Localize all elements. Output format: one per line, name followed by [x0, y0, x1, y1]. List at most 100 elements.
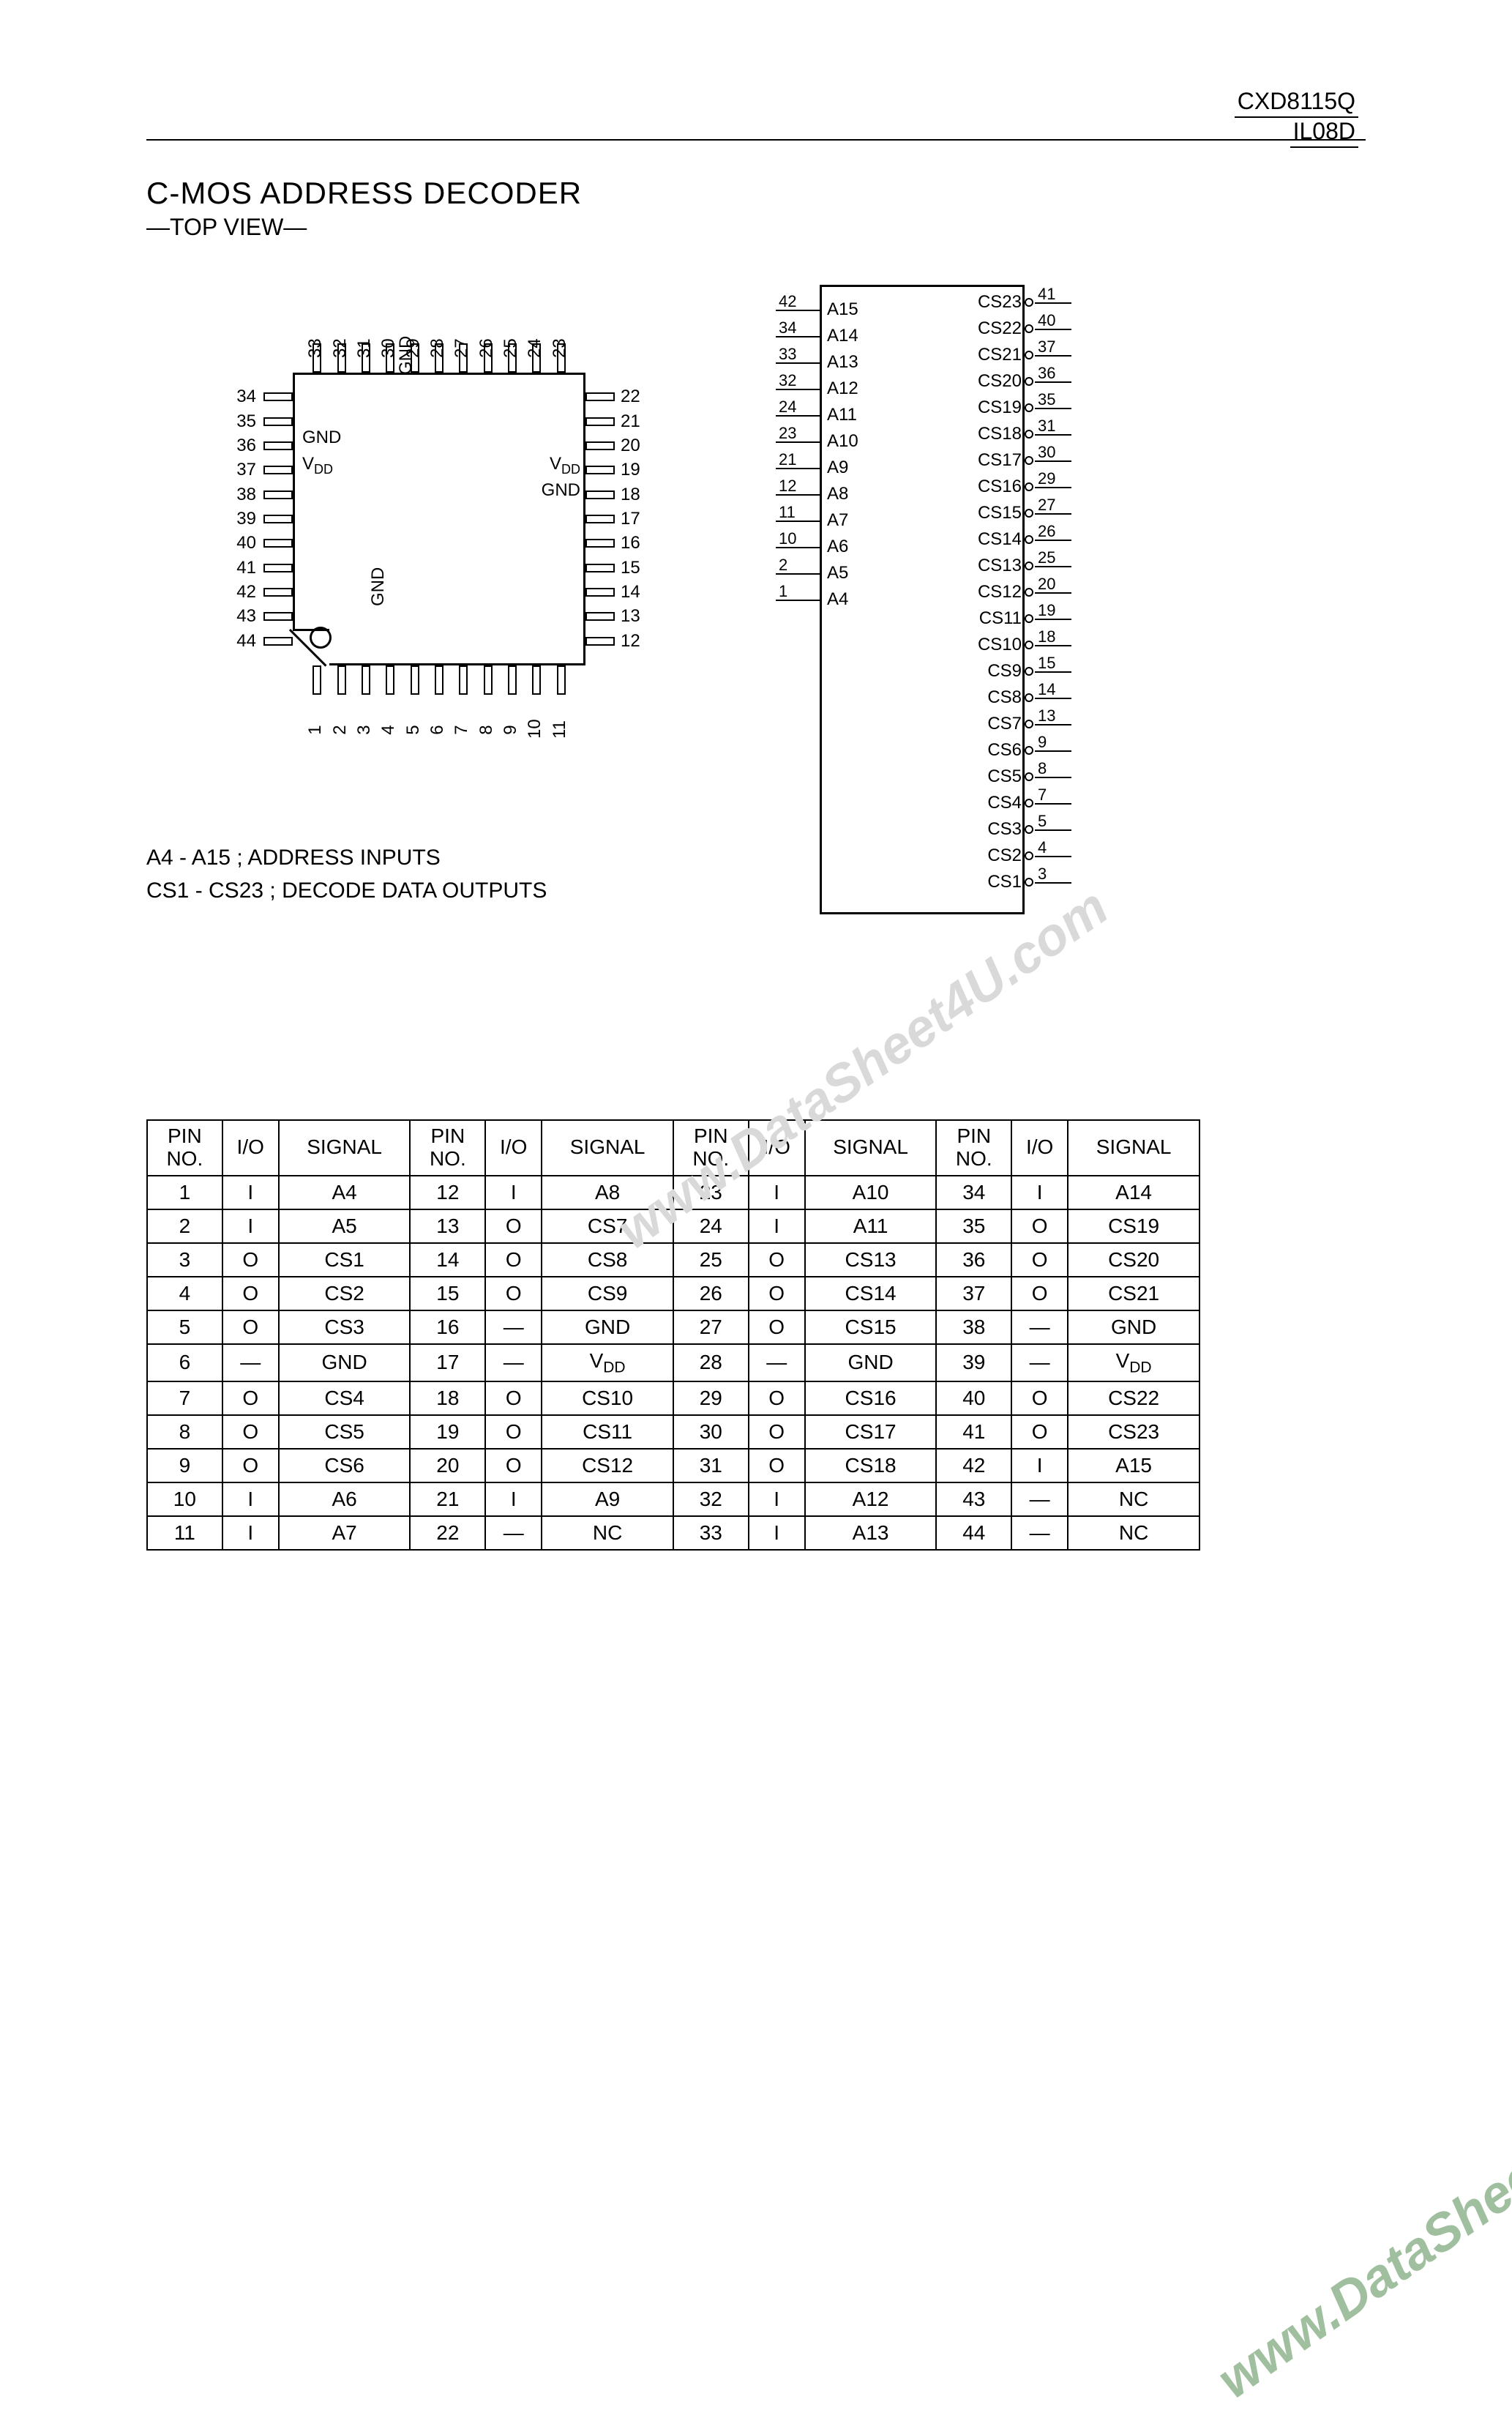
table-cell: CS17 — [805, 1415, 937, 1449]
qfp-pin-number: 30 — [378, 340, 399, 358]
table-cell: 8 — [147, 1415, 222, 1449]
logic-output-row: CS713 — [746, 714, 1127, 734]
logic-pin-number: 9 — [1038, 733, 1047, 752]
signal-legend: A4 - A15 ; ADDRESS INPUTSCS1 - CS23 ; DE… — [146, 841, 547, 907]
qfp-lead — [585, 490, 615, 499]
qfp-pin-number: 27 — [452, 340, 472, 358]
table-cell: I — [222, 1516, 279, 1550]
qfp-pin-number: 15 — [621, 558, 657, 578]
logic-output-row: CS1426 — [746, 529, 1127, 550]
logic-pin-number: 13 — [1038, 706, 1055, 725]
qfp-pin-number: 9 — [501, 721, 521, 739]
table-cell: GND — [279, 1344, 411, 1382]
logic-pin-number: 35 — [1038, 390, 1055, 409]
qfp-lead — [263, 392, 293, 401]
table-cell: 40 — [936, 1381, 1011, 1415]
qfp-pin-number: 33 — [305, 340, 326, 358]
table-cell: I — [749, 1482, 805, 1516]
qfp-lead — [532, 665, 541, 695]
logic-pin-number: 5 — [1038, 812, 1047, 831]
logic-output-row: CS2240 — [746, 318, 1127, 339]
qfp-lead — [263, 466, 293, 474]
table-cell: O — [222, 1381, 279, 1415]
qfp-lead — [411, 665, 419, 695]
qfp-pin-number: 32 — [330, 340, 351, 358]
qfp-pin-number: 21 — [621, 411, 657, 432]
logic-pin-name: CS17 — [966, 450, 1022, 471]
inversion-bubble-icon — [1025, 588, 1033, 597]
table-cell: 23 — [673, 1176, 749, 1209]
qfp-body-label: VDD — [522, 454, 580, 477]
logic-pin-name: CS18 — [966, 424, 1022, 444]
qfp-body-label: VDD — [302, 454, 333, 477]
logic-pin-name: CS14 — [966, 529, 1022, 550]
qfp-pin-number: 39 — [220, 509, 256, 529]
qfp-body-label: GND — [522, 480, 580, 501]
table-header: PINNO. — [147, 1120, 222, 1176]
logic-pin-number: 20 — [1038, 575, 1055, 594]
logic-pin-number: 36 — [1038, 364, 1055, 383]
table-cell: CS8 — [542, 1243, 673, 1277]
table-cell: A12 — [805, 1482, 937, 1516]
table-cell: CS2 — [279, 1277, 411, 1310]
table-cell: O — [749, 1449, 805, 1482]
qfp-pin-number: 20 — [621, 436, 657, 456]
logic-output-row: CS1220 — [746, 582, 1127, 602]
table-cell: 27 — [673, 1310, 749, 1344]
logic-pin-name: CS15 — [966, 503, 1022, 523]
table-cell: 30 — [673, 1415, 749, 1449]
table-header: PINNO. — [936, 1120, 1011, 1176]
qfp-lead — [585, 588, 615, 597]
table-cell: I — [485, 1176, 542, 1209]
table-cell: O — [1011, 1415, 1068, 1449]
table-cell: 18 — [410, 1381, 485, 1415]
table-cell: 9 — [147, 1449, 222, 1482]
table-row: 5OCS316—GND27OCS1538—GND — [147, 1310, 1200, 1344]
table-cell: 29 — [673, 1381, 749, 1415]
table-cell: 17 — [410, 1344, 485, 1382]
inversion-bubble-icon — [1025, 746, 1033, 755]
logic-output-row: CS1935 — [746, 398, 1127, 418]
inversion-bubble-icon — [1025, 878, 1033, 887]
table-row: 4OCS215OCS926OCS1437OCS21 — [147, 1277, 1200, 1310]
qfp-pin-number: 4 — [378, 721, 399, 739]
legend-line: CS1 - CS23 ; DECODE DATA OUTPUTS — [146, 874, 547, 907]
table-cell: A9 — [542, 1482, 673, 1516]
qfp-pin-number: 7 — [452, 721, 472, 739]
table-row: 11IA722—NC33IA1344—NC — [147, 1516, 1200, 1550]
table-cell: A7 — [279, 1516, 411, 1550]
table-cell: I — [222, 1209, 279, 1243]
logic-output-row: CS35 — [746, 819, 1127, 840]
qfp-lead — [585, 564, 615, 572]
table-cell: O — [485, 1277, 542, 1310]
table-cell: I — [749, 1516, 805, 1550]
table-cell: I — [222, 1176, 279, 1209]
inversion-bubble-icon — [1025, 693, 1033, 702]
qfp-lead — [386, 665, 394, 695]
inversion-bubble-icon — [1025, 720, 1033, 728]
table-cell: 41 — [936, 1415, 1011, 1449]
logic-pin-name: CS19 — [966, 398, 1022, 418]
table-cell: A5 — [279, 1209, 411, 1243]
table-cell: 28 — [673, 1344, 749, 1382]
table-cell: 22 — [410, 1516, 485, 1550]
qfp-lead — [263, 539, 293, 548]
qfp-pin-number: 40 — [220, 533, 256, 553]
qfp-lead — [459, 665, 468, 695]
table-cell: O — [749, 1310, 805, 1344]
qfp-lead — [557, 665, 566, 695]
qfp-pin-number: 3 — [354, 721, 375, 739]
table-cell: CS19 — [1068, 1209, 1200, 1243]
table-row: 6—GND17—VDD28—GND39—VDD — [147, 1344, 1200, 1382]
table-cell: CS7 — [542, 1209, 673, 1243]
qfp-lead — [312, 665, 321, 695]
qfp-pin-number: 18 — [621, 485, 657, 505]
table-cell: A11 — [805, 1209, 937, 1243]
table-cell: A8 — [542, 1176, 673, 1209]
logic-pin-name: CS13 — [966, 556, 1022, 576]
table-cell: CS15 — [805, 1310, 937, 1344]
table-cell: — — [485, 1344, 542, 1382]
inversion-bubble-icon — [1025, 641, 1033, 649]
table-header: I/O — [749, 1120, 805, 1176]
table-cell: I — [1011, 1449, 1068, 1482]
